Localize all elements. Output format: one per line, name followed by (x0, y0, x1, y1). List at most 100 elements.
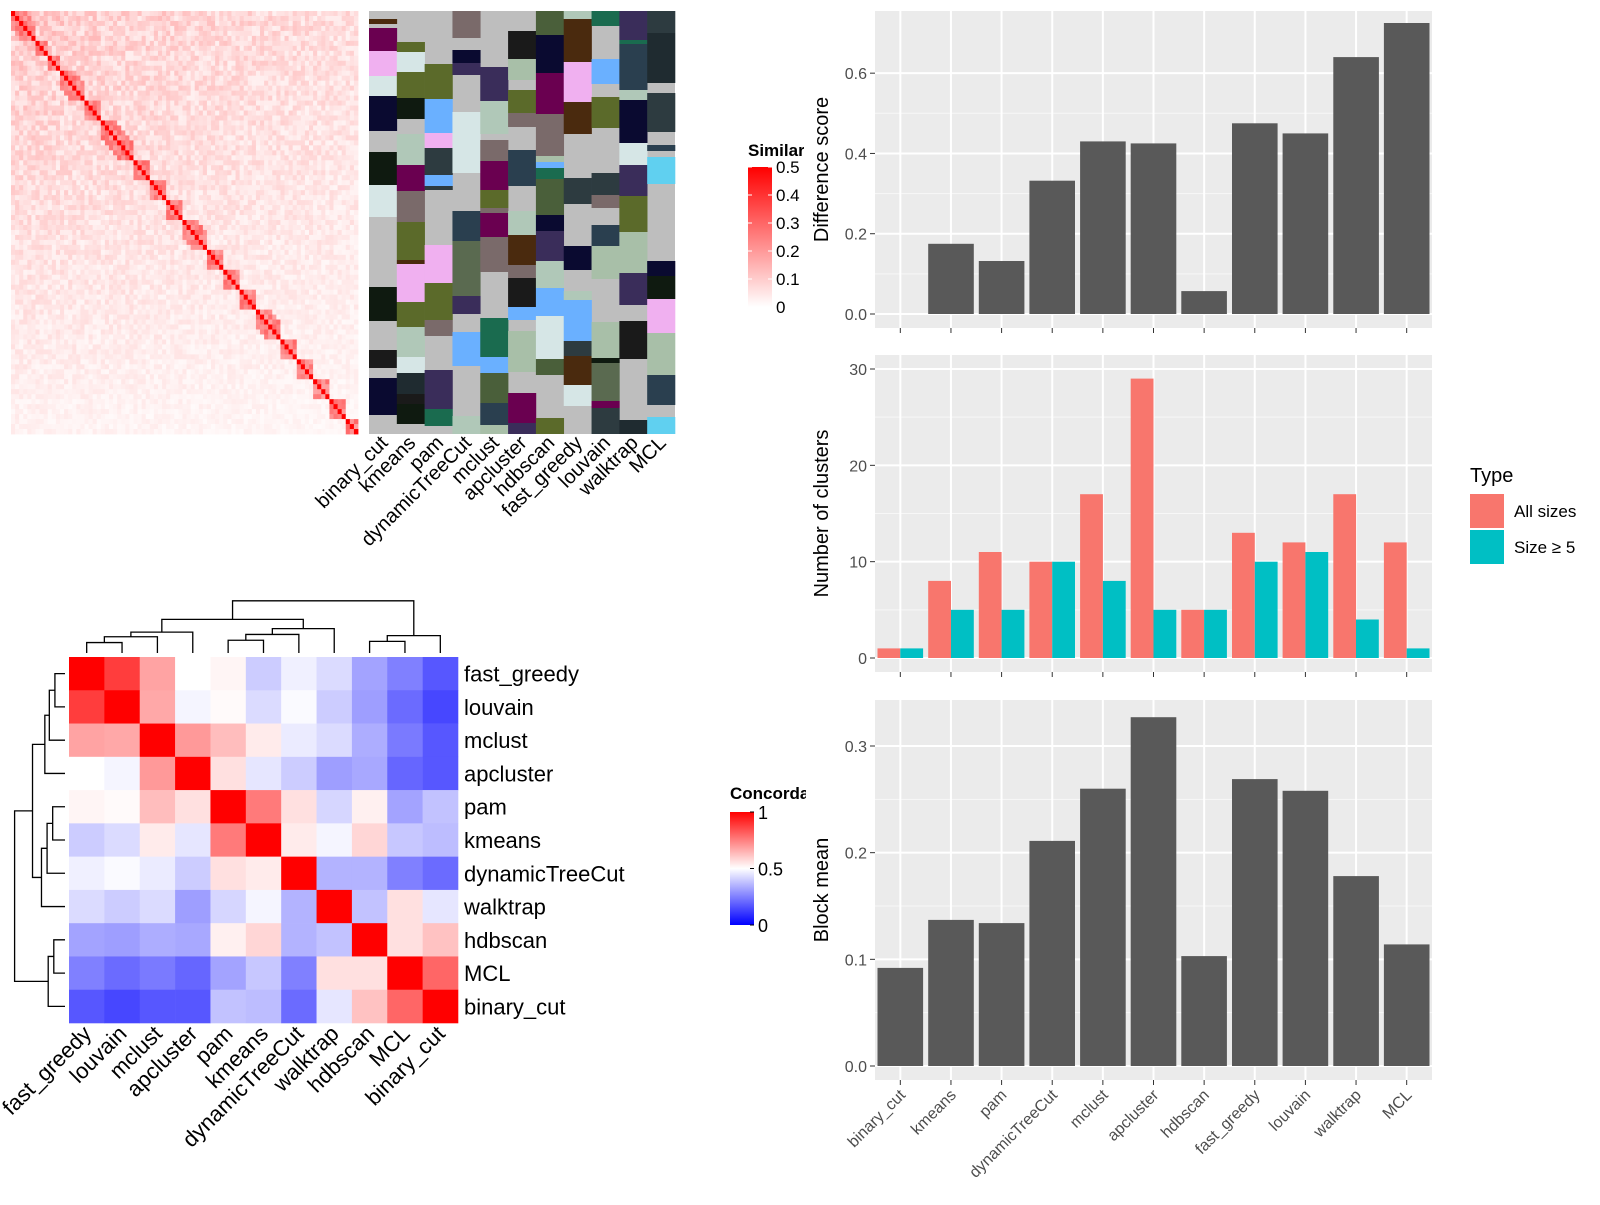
similarity-cell (96, 205, 102, 211)
similarity-cell (333, 90, 338, 96)
similarity-cell (206, 30, 212, 37)
similarity-cell (337, 269, 343, 276)
similarity-cell (88, 299, 94, 306)
similarity-cell (121, 115, 126, 121)
similarity-cell (137, 60, 143, 67)
similarity-cell (345, 249, 351, 256)
similarity-cell (198, 234, 204, 241)
similarity-cell (272, 160, 277, 166)
similarity-cell (296, 180, 302, 186)
similarity-cell (325, 244, 330, 251)
similarity-cell (157, 215, 163, 221)
similarity-cell (223, 45, 228, 52)
similarity-cell (309, 110, 314, 116)
similarity-cell (133, 85, 138, 92)
similarity-cell (129, 95, 134, 101)
similarity-cell (255, 229, 261, 236)
similarity-cell (141, 279, 147, 286)
similarity-cell (202, 195, 208, 201)
similarity-cell (59, 110, 65, 116)
similarity-cell (223, 274, 228, 281)
similarity-cell (272, 284, 277, 291)
similarity-cell (206, 274, 212, 281)
similarity-cell (125, 244, 130, 251)
similarity-cell (55, 210, 61, 216)
similarity-cell (215, 90, 220, 96)
similarity-cell (276, 80, 281, 87)
similarity-cell (251, 110, 257, 116)
similarity-cell (137, 234, 143, 241)
similarity-cell (121, 165, 126, 171)
similarity-cell (43, 249, 49, 256)
similarity-cell (239, 284, 245, 291)
similarity-cell (268, 110, 273, 116)
similarity-cell (121, 145, 126, 151)
similarity-cell (129, 195, 134, 201)
similarity-cell (47, 155, 53, 161)
similarity-cell (272, 20, 277, 27)
similarity-cell (166, 40, 171, 47)
similarity-cell (194, 224, 200, 231)
similarity-cell (243, 244, 249, 251)
similarity-cell (260, 254, 265, 261)
similarity-cell (206, 95, 212, 101)
similarity-cell (170, 254, 175, 261)
similarity-cell (276, 40, 281, 47)
similarity-cell (325, 40, 330, 47)
similarity-cell (39, 244, 45, 251)
similarity-cell (113, 224, 118, 231)
similarity-cell (227, 90, 232, 96)
similarity-cell (182, 244, 187, 251)
similarity-cell (80, 175, 85, 181)
similarity-cell (27, 165, 32, 171)
similarity-cell (325, 180, 330, 186)
similarity-cell (108, 264, 114, 271)
similarity-cell (333, 249, 338, 256)
similarity-cell (121, 30, 126, 37)
similarity-cell (206, 264, 212, 271)
similarity-cell (317, 254, 322, 261)
similarity-cell (231, 30, 236, 37)
similarity-cell (59, 125, 65, 131)
similarity-cell (178, 274, 183, 281)
similarity-cell (211, 85, 216, 92)
similarity-cell (15, 65, 20, 72)
similarity-cell (198, 55, 204, 62)
similarity-cell (211, 289, 216, 296)
similarity-cell (162, 195, 167, 201)
similarity-cell (80, 25, 85, 32)
similarity-cell (325, 259, 330, 266)
similarity-cell (80, 160, 85, 166)
similarity-cell (288, 100, 294, 106)
similarity-cell (108, 259, 114, 266)
similarity-cell (194, 185, 200, 191)
similarity-cell (39, 140, 45, 146)
similarity-cell (113, 130, 118, 136)
similarity-cell (133, 244, 138, 251)
similarity-cell (345, 145, 351, 151)
similarity-cell (84, 140, 89, 146)
similarity-cell (194, 160, 200, 166)
similarity-cell (145, 110, 151, 116)
similarity-cell (76, 115, 81, 121)
similarity-cell (157, 80, 163, 87)
similarity-cell (15, 244, 20, 251)
similarity-cell (133, 190, 138, 196)
similarity-cell (280, 155, 285, 161)
similarity-cell (43, 210, 49, 216)
similarity-cell (325, 254, 330, 261)
similarity-cell (239, 15, 245, 22)
similarity-cell (337, 135, 343, 141)
similarity-cell (59, 55, 65, 62)
similarity-cell (59, 190, 65, 196)
similarity-cell (227, 224, 232, 231)
similarity-cell (88, 110, 94, 116)
similarity-cell (219, 254, 224, 261)
similarity-cell (84, 155, 89, 161)
similarity-cell (235, 140, 241, 146)
similarity-cell (288, 175, 294, 181)
similarity-cell (170, 30, 175, 37)
similarity-cell (304, 205, 310, 211)
similarity-cell (157, 279, 163, 286)
similarity-cell (11, 35, 16, 42)
